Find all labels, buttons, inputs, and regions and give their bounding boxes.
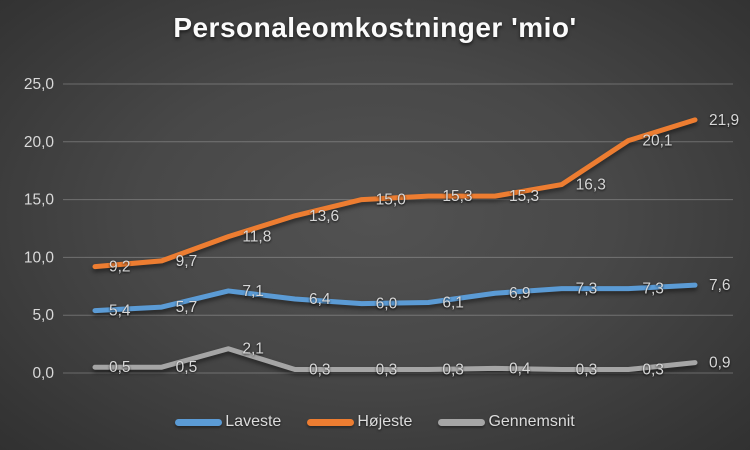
data-label-højeste: 11,8 xyxy=(242,229,271,246)
y-axis-tick-label: 20,0 xyxy=(24,134,55,151)
y-axis-tick-label: 5,0 xyxy=(32,307,54,324)
data-label-gennemsnit: 0,3 xyxy=(376,362,398,379)
data-label-gennemsnit: 0,3 xyxy=(576,362,598,379)
legend-label-gennemsnit: Gennemsnit xyxy=(488,413,575,430)
data-label-laveste: 6,4 xyxy=(309,291,331,308)
data-label-højeste: 15,3 xyxy=(442,188,472,205)
data-label-laveste: 6,9 xyxy=(509,285,531,302)
data-label-laveste: 7,3 xyxy=(576,281,598,298)
data-label-laveste: 5,4 xyxy=(109,303,131,320)
data-label-højeste: 9,7 xyxy=(176,253,198,270)
y-axis-tick-label: 0,0 xyxy=(32,365,54,382)
legend-item-højeste: Højeste xyxy=(307,413,412,431)
series-line-gennemsnit xyxy=(92,346,698,373)
data-label-gennemsnit: 0,4 xyxy=(509,360,531,377)
data-label-gennemsnit: 2,1 xyxy=(242,341,264,358)
legend-swatch-laveste xyxy=(175,418,223,426)
data-label-laveste: 7,3 xyxy=(642,281,664,298)
series-line-laveste xyxy=(92,282,698,314)
data-label-laveste: 7,6 xyxy=(709,277,731,294)
data-label-gennemsnit: 0,3 xyxy=(642,362,664,379)
legend-item-laveste: Laveste xyxy=(175,413,281,431)
legend-label-højeste: Højeste xyxy=(357,413,413,430)
data-label-gennemsnit: 0,5 xyxy=(109,359,131,376)
data-label-laveste: 5,7 xyxy=(176,299,198,316)
data-label-laveste: 6,1 xyxy=(442,294,464,311)
data-label-gennemsnit: 0,9 xyxy=(709,355,731,372)
data-label-højeste: 15,3 xyxy=(509,188,539,205)
data-label-højeste: 15,0 xyxy=(376,192,407,209)
y-axis-tick-label: 15,0 xyxy=(24,192,55,209)
chart-legend: Laveste Højeste Gennemsnit xyxy=(0,409,750,435)
chart-title: Personaleomkostninger 'mio' xyxy=(173,12,577,43)
data-label-højeste: 16,3 xyxy=(576,177,606,194)
data-label-gennemsnit: 0,5 xyxy=(176,359,198,376)
data-label-højeste: 21,9 xyxy=(709,112,739,129)
legend-item-gennemsnit: Gennemsnit xyxy=(438,413,575,431)
data-label-højeste: 9,2 xyxy=(109,259,131,276)
y-axis-tick-label: 25,0 xyxy=(24,76,55,93)
data-label-laveste: 6,0 xyxy=(376,296,398,313)
data-label-gennemsnit: 0,3 xyxy=(442,362,464,379)
legend-swatch-gennemsnit xyxy=(438,418,486,426)
legend-swatch-højeste xyxy=(307,418,355,426)
data-label-højeste: 13,6 xyxy=(309,208,339,225)
data-label-gennemsnit: 0,3 xyxy=(309,362,331,379)
y-axis-tick-label: 10,0 xyxy=(24,249,55,266)
series-line-højeste xyxy=(92,117,698,270)
legend-label-laveste: Laveste xyxy=(225,413,282,430)
data-label-højeste: 20,1 xyxy=(642,133,672,150)
data-label-laveste: 7,1 xyxy=(242,283,264,300)
